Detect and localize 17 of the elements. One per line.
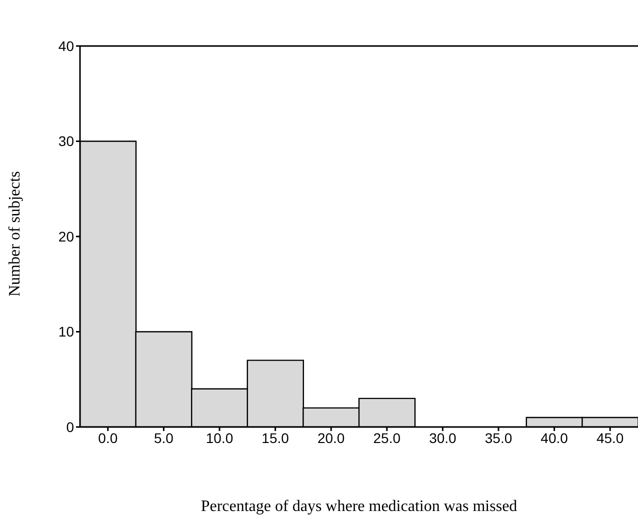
x-tick-label: 30.0 — [429, 430, 457, 446]
y-axis-title: Number of subjects — [6, 171, 24, 296]
y-tick-label: 20 — [58, 228, 74, 244]
x-tick-label: 25.0 — [373, 430, 401, 446]
x-tick-label: 20.0 — [317, 430, 345, 446]
x-tick-label: 35.0 — [484, 430, 512, 446]
x-tick-label: 45.0 — [596, 430, 624, 446]
y-tick-label: 0 — [66, 418, 74, 435]
x-tick-label: 0.0 — [98, 430, 118, 446]
x-tick-label: 15.0 — [262, 430, 290, 446]
y-tick-label: 10 — [58, 324, 74, 340]
x-tick-label: 5.0 — [154, 430, 174, 446]
x-tick-label: 40.0 — [540, 430, 568, 446]
x-axis-title: Percentage of days where medication was missed — [200, 498, 518, 515]
y-tick-label: 40 — [58, 38, 74, 54]
x-tick-label: 10.0 — [206, 430, 234, 446]
y-tick-label: 30 — [58, 133, 74, 150]
